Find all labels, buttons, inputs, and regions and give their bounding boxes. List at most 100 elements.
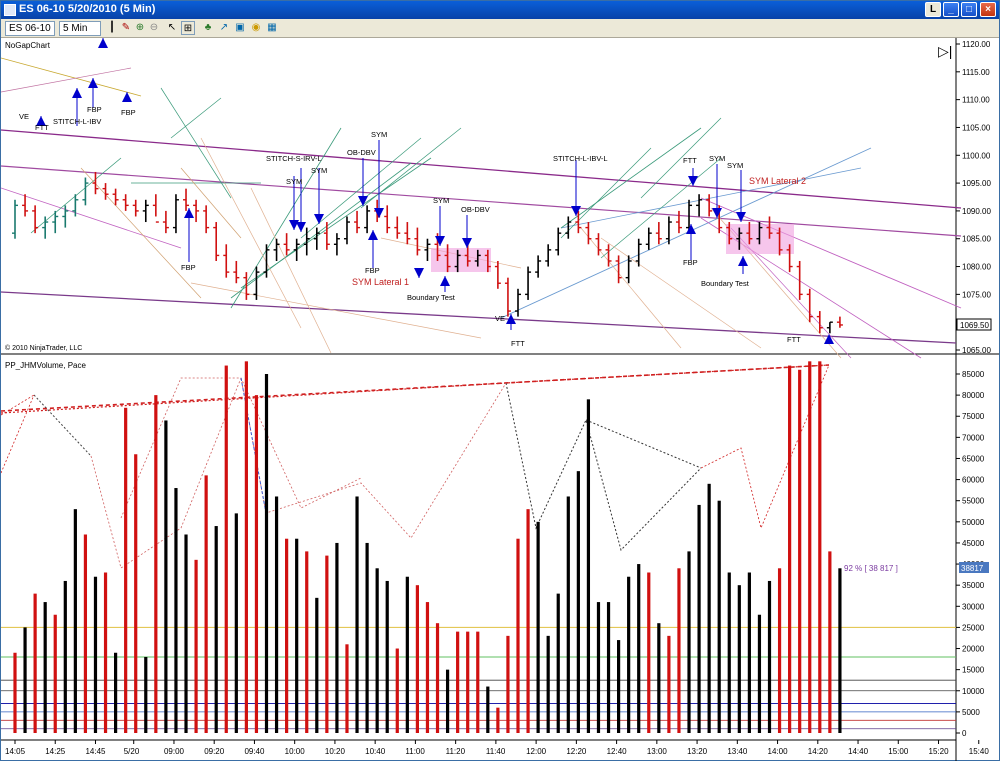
volume-bar — [627, 576, 631, 733]
chart-area[interactable]: NoGapChart © 2010 NinjaTrader, LLC PP_JH… — [0, 38, 999, 761]
price-bar — [62, 205, 69, 228]
instrument-selector[interactable]: ES 06-10 — [5, 21, 55, 36]
volume-tick-label: 5000 — [962, 708, 980, 717]
time-tick-label: 13:40 — [727, 747, 748, 756]
period-selector[interactable]: 5 Min — [59, 21, 101, 36]
bars-icon[interactable]: ┃ — [108, 22, 116, 33]
annotation-arrow — [184, 208, 194, 262]
minimize-button[interactable]: _ — [943, 2, 959, 17]
volume-bar — [667, 635, 671, 733]
zoom-out-icon[interactable]: ⊖ — [149, 22, 159, 33]
volume-bar — [788, 365, 792, 733]
volume-tick-label: 35000 — [962, 581, 985, 590]
annotation-label: STITCH-S-IRV-L — [266, 154, 322, 163]
volume-bar — [13, 652, 17, 733]
volume-bar — [355, 496, 359, 733]
annotation-arrow — [435, 206, 445, 246]
trend-line — [580, 227, 682, 349]
price-tick-label: 1105.00 — [962, 123, 991, 132]
volume-bar — [204, 475, 208, 733]
trend-line — [180, 167, 242, 239]
annotation-arrow — [738, 256, 748, 274]
volume-bar — [83, 534, 88, 733]
annotation-arrow — [88, 78, 98, 108]
volume-bar — [586, 399, 591, 733]
price-bar — [746, 222, 753, 245]
annotation-label: OB-DBV — [461, 205, 490, 214]
crosshair-icon[interactable]: ⊞ — [181, 21, 195, 35]
indicators-icon[interactable]: ↗ — [219, 22, 229, 33]
volume-bar — [737, 585, 741, 733]
cursor-icon[interactable]: ↖ — [167, 22, 177, 33]
price-bar — [836, 316, 843, 328]
time-tick-label: 14:20 — [808, 747, 829, 756]
volume-bar — [285, 538, 289, 733]
annotation-labels: VE FTT STITCH-L-IBV FBP FBP FBP STITCH-S-IRV-L… — [19, 105, 801, 348]
volume-bar — [637, 564, 641, 733]
annotation-arrow — [688, 168, 698, 186]
price-bar — [736, 227, 743, 250]
scroll-end-icon[interactable]: ▷| — [938, 43, 952, 59]
price-bar — [233, 260, 240, 284]
volume-panel-name: PP_JHMVolume, Pace — [5, 361, 86, 370]
title-bar[interactable]: ES 06-10 5/20/2010 (5 Min) L _ □ × — [1, 1, 999, 19]
price-panel-bg — [1, 38, 956, 354]
volume-bar — [687, 551, 691, 733]
price-bar — [313, 227, 320, 250]
link-button[interactable]: L — [925, 2, 941, 17]
chart-svg[interactable]: NoGapChart © 2010 NinjaTrader, LLC PP_JH… — [0, 38, 999, 761]
close-button[interactable]: × — [980, 2, 996, 17]
screenshot-icon[interactable]: ▦ — [267, 22, 277, 33]
annotation-arrow — [462, 215, 472, 248]
price-bar — [826, 321, 833, 334]
price-bar — [484, 249, 491, 273]
annotation-label: Boundary Test — [701, 279, 750, 288]
price-bar — [535, 255, 542, 278]
price-tick-label: 1080.00 — [962, 263, 991, 272]
pencil-icon[interactable]: ✎ — [121, 22, 131, 33]
annotation-arrow — [296, 168, 306, 232]
volume-bar — [174, 488, 178, 733]
time-tick-label: 14:40 — [848, 747, 869, 756]
price-bars — [12, 171, 843, 334]
zoom-in-icon[interactable]: ⊕ — [135, 22, 145, 33]
last-price-marker: 1069.50 — [956, 318, 992, 331]
volume-bar — [798, 369, 802, 733]
data-box-icon[interactable]: ◉ — [251, 22, 261, 33]
time-tick-label: 12:40 — [607, 747, 628, 756]
time-tick-label: 12:00 — [526, 747, 547, 756]
volume-bar — [456, 631, 460, 733]
price-bar — [504, 277, 511, 317]
trend-line — [640, 117, 722, 199]
price-bar — [494, 260, 501, 289]
price-bar — [635, 238, 642, 267]
properties-icon[interactable]: ♣ — [204, 22, 212, 33]
annotation-label: FBP — [365, 266, 380, 275]
time-tick-label: 11:20 — [446, 747, 466, 756]
volume-pace-lines — [0, 364, 830, 569]
maximize-button[interactable]: □ — [961, 2, 977, 17]
volume-bar — [325, 555, 329, 733]
time-tick-label: 09:40 — [244, 747, 265, 756]
volume-bar — [164, 420, 168, 733]
volume-bar — [315, 597, 319, 733]
trend-line — [560, 127, 702, 229]
price-tick-label: 1090.00 — [962, 207, 991, 216]
strategies-icon[interactable]: ▣ — [235, 22, 245, 33]
annotation-label: FTT — [683, 156, 697, 165]
volume-bar — [486, 686, 490, 733]
volume-bar — [677, 568, 681, 733]
volume-tick-label: 60000 — [962, 476, 985, 485]
time-tick-label: 09:20 — [204, 747, 225, 756]
price-bar — [464, 244, 471, 267]
volume-bar — [144, 656, 148, 733]
annotation-label: SYM — [286, 177, 302, 186]
annotation-arrow — [314, 168, 324, 224]
volume-bar — [757, 614, 762, 733]
price-bar — [665, 216, 672, 245]
volume-bar — [53, 614, 57, 733]
annotation-label: FTT — [787, 335, 801, 344]
annotation-label: FBP — [87, 105, 102, 114]
volume-bar — [767, 580, 772, 733]
price-bar — [555, 227, 562, 256]
